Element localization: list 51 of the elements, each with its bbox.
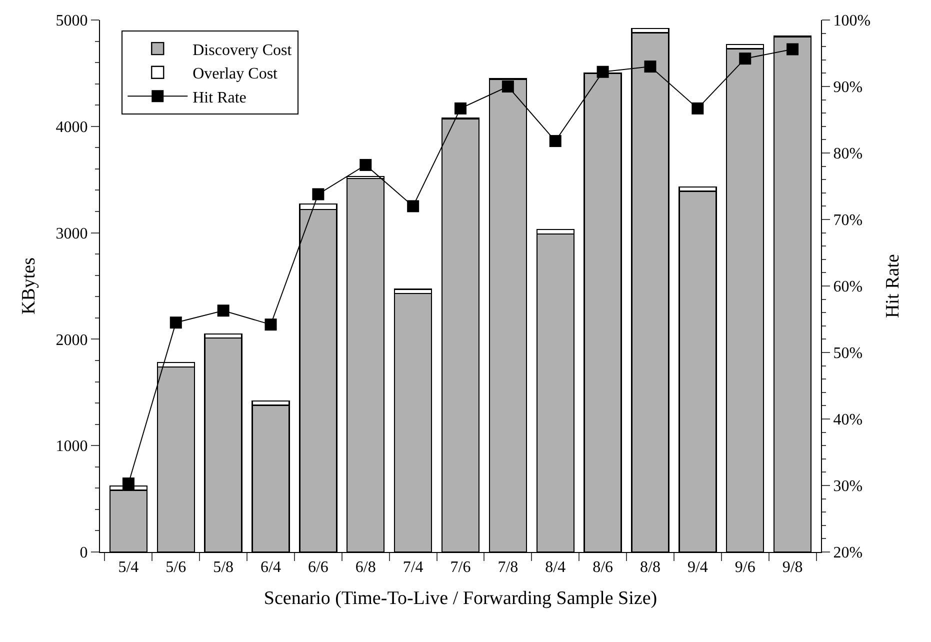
point [454, 102, 466, 114]
point [549, 135, 562, 148]
x-axis-title: Scenario (Time-To-Live / Forwarding Sample Size) [264, 588, 658, 609]
y2-tick-label: 90% [833, 79, 863, 96]
y2-tick-label: 20% [833, 544, 863, 562]
y-tick-label: 5000 [56, 12, 88, 30]
point [786, 43, 799, 56]
x-tick-label: 5/6 [166, 559, 186, 576]
y2-axis-title: Hit Rate [882, 254, 904, 318]
y2-tick-label: 70% [833, 212, 863, 230]
y-tick-label: 4000 [56, 119, 88, 136]
point [264, 318, 277, 331]
y-tick-label: 1000 [56, 438, 88, 456]
x-tick-label: 8/8 [640, 559, 660, 576]
point [596, 66, 609, 78]
x-tick-label: 7/8 [498, 559, 518, 576]
y2-tick-label: 80% [833, 146, 863, 163]
y-axis-title: KBytes [18, 258, 40, 314]
point [644, 60, 656, 73]
point [170, 316, 182, 329]
x-tick-label: 9/8 [782, 559, 803, 576]
point [739, 52, 752, 65]
x-tick-label: 6/4 [260, 559, 281, 576]
y-tick-label: 3000 [56, 225, 88, 242]
legend-label: Discovery Cost [192, 42, 292, 59]
point [360, 158, 372, 171]
x-tick-label: 6/8 [355, 559, 376, 576]
x-tick-label: 7/4 [402, 559, 424, 576]
x-tick-label: 9/4 [687, 559, 708, 576]
y-tick-label: 0 [80, 544, 88, 562]
x-tick-label: 8/6 [592, 559, 614, 576]
point [122, 478, 134, 490]
x-tick-label: 9/6 [734, 559, 756, 576]
point [692, 102, 704, 114]
point [217, 304, 230, 317]
y2-tick-label: 50% [833, 345, 863, 362]
point [407, 200, 420, 212]
x-tick-label: 8/4 [545, 559, 566, 576]
y2-tick-label: 40% [833, 412, 863, 429]
y2-tick-label: 30% [833, 478, 863, 496]
x-tick-label: 5/4 [118, 559, 139, 576]
point [312, 188, 324, 200]
y2-tick-label: 100% [833, 12, 871, 30]
x-tick-label: 5/8 [213, 559, 234, 576]
x-tick-label: 6/6 [308, 559, 328, 576]
y2-tick-label: 60% [833, 278, 863, 296]
y-tick-label: 2000 [56, 332, 88, 349]
x-tick-label: 7/6 [450, 559, 471, 576]
legend-label: Overlay Cost [192, 66, 278, 83]
point [502, 80, 514, 92]
legend-label: Hit Rate [192, 89, 246, 106]
